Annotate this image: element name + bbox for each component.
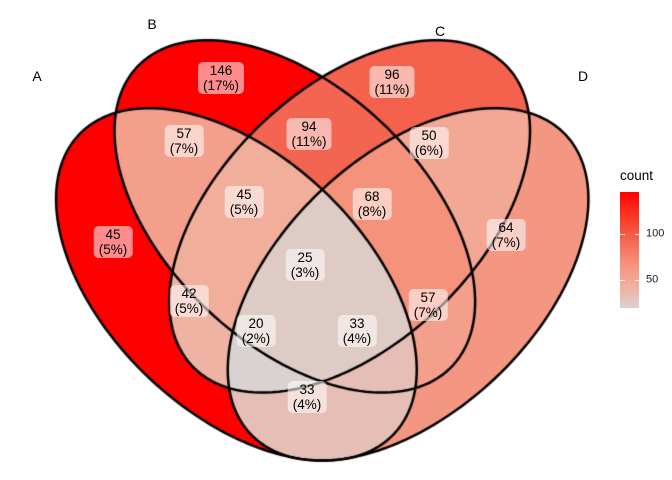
legend-tick-mark (620, 233, 625, 236)
region-label-BD: 57 (7%) (408, 289, 448, 321)
legend-tick-mark (634, 233, 639, 236)
region-count: 25 (297, 250, 313, 265)
region-count: 94 (301, 119, 317, 134)
region-count: 146 (209, 63, 233, 78)
region-label-ABD: 33 (4%) (337, 315, 377, 347)
region-percent: (7%) (169, 141, 199, 156)
legend-tick-mark (620, 279, 625, 282)
region-label-AC: 42 (5%) (169, 285, 209, 317)
region-count: 96 (384, 67, 400, 82)
region-percent: (5%) (98, 242, 128, 257)
region-percent: (5%) (174, 301, 204, 316)
legend-title: count (620, 168, 654, 183)
region-label-C: 96 (11%) (369, 66, 415, 98)
region-label-CD: 50 (6%) (409, 127, 449, 159)
region-count: 42 (181, 286, 197, 301)
legend-tick-label: 50 (646, 273, 659, 286)
region-percent: (17%) (202, 78, 240, 93)
region-percent: (7%) (413, 305, 443, 320)
region-label-BC: 94 (11%) (286, 118, 332, 150)
region-count: 68 (364, 189, 380, 204)
set-label-C: C (434, 23, 446, 39)
region-count: 50 (421, 128, 437, 143)
region-count: 57 (176, 126, 192, 141)
region-percent: (4%) (342, 331, 372, 346)
region-label-AD: 33 (4%) (287, 381, 327, 413)
region-label-ABC: 45 (5%) (224, 186, 264, 218)
region-percent: (6%) (414, 143, 444, 158)
legend-tick-mark (634, 279, 639, 282)
region-percent: (2%) (241, 331, 271, 346)
region-label-D: 64 (7%) (486, 219, 526, 251)
region-count: 45 (105, 227, 121, 242)
set-label-A: A (32, 68, 42, 84)
region-percent: (4%) (292, 397, 322, 412)
region-label-ACD: 20 (2%) (236, 315, 276, 347)
legend: count 100 50 (618, 168, 672, 318)
region-count: 45 (236, 187, 252, 202)
legend-tick-label: 100 (646, 227, 665, 240)
region-label-A: 45 (5%) (93, 226, 133, 258)
set-label-D: D (577, 68, 589, 84)
region-percent: (11%) (291, 134, 327, 149)
region-count: 64 (498, 220, 514, 235)
region-label-ABCD: 25 (3%) (285, 249, 325, 281)
region-percent: (8%) (357, 204, 387, 219)
set-label-B: B (147, 16, 157, 32)
region-count: 57 (420, 290, 436, 305)
region-percent: (7%) (491, 235, 521, 250)
region-label-BCD: 68 (8%) (352, 188, 392, 220)
region-percent: (5%) (229, 202, 259, 217)
region-count: 20 (248, 316, 264, 331)
region-label-A: 146 (17%) (197, 62, 245, 94)
region-label-AB: 57 (7%) (164, 125, 204, 157)
region-percent: (3%) (290, 265, 320, 280)
region-percent: (11%) (374, 82, 410, 97)
region-count: 33 (349, 316, 365, 331)
legend-gradient-bar (620, 192, 639, 308)
region-count: 33 (299, 382, 315, 397)
